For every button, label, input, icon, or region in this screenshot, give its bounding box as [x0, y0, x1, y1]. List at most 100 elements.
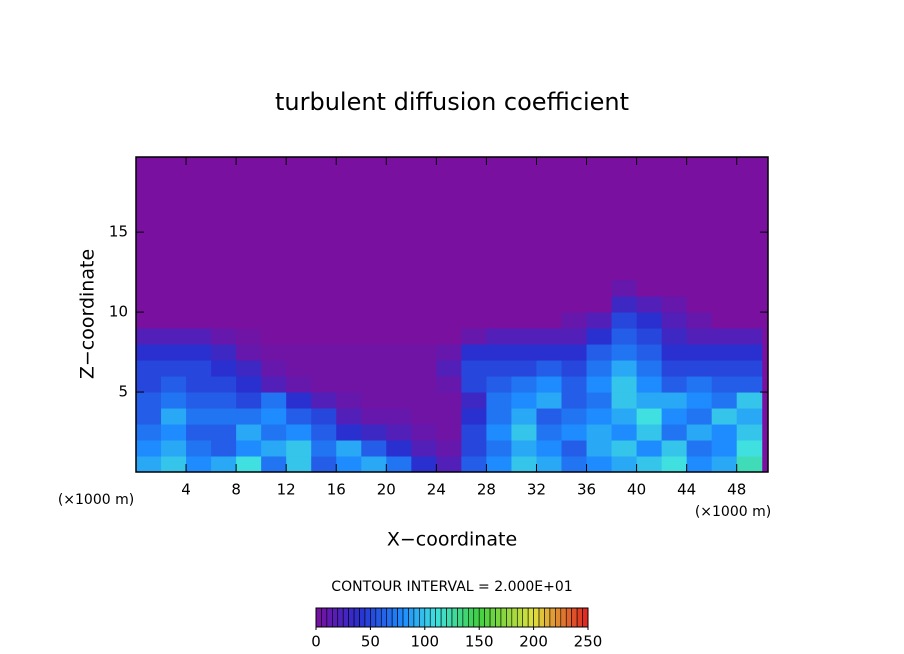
heat-cell: [686, 424, 713, 441]
heat-cell: [236, 424, 262, 441]
heat-cell: [461, 392, 487, 409]
heat-cell: [586, 344, 613, 361]
heat-cell: [161, 360, 187, 377]
colorbar-swatch: [440, 607, 447, 628]
heat-cell: [361, 440, 387, 457]
heat-cell: [636, 440, 663, 457]
heat-cell: [136, 328, 162, 345]
colorbar-tick-label: 200: [519, 633, 548, 651]
heat-cell: [311, 328, 337, 345]
heat-cell: [661, 280, 688, 297]
heat-cell: [286, 424, 312, 441]
heat-cell: [711, 296, 738, 313]
heat-cell: [686, 280, 713, 297]
heat-cell: [161, 456, 187, 473]
colorbar-swatch: [500, 607, 507, 628]
heat-cell: [236, 408, 262, 425]
heat-cell: [611, 360, 638, 377]
heat-cell: [711, 408, 738, 425]
x-unit-label: (×1000 m): [695, 504, 771, 520]
colorbar-swatch: [533, 607, 540, 628]
colorbar-swatch: [337, 607, 344, 628]
heat-cell: [536, 440, 563, 457]
colorbar-swatch: [332, 607, 339, 628]
heat-cell: [336, 440, 362, 457]
heat-cell: [261, 392, 287, 409]
heat-cell: [711, 360, 738, 377]
heat-cell: [136, 408, 162, 425]
colorbar-swatch: [576, 607, 583, 628]
colorbar-swatch: [549, 607, 556, 628]
heat-cell: [336, 280, 362, 297]
heat-cell: [411, 376, 437, 393]
heat-cell: [261, 280, 287, 297]
heat-cell: [336, 296, 362, 313]
heat-cell: [611, 296, 638, 313]
heat-cell: [586, 440, 613, 457]
heat-cell: [186, 344, 212, 361]
heat-cell: [586, 296, 613, 313]
heat-cell: [736, 296, 763, 313]
heat-cell: [536, 360, 563, 377]
heat-cell: [711, 392, 738, 409]
heat-cell: [361, 392, 387, 409]
heat-cell: [536, 376, 563, 393]
heat-cell: [311, 392, 337, 409]
heat-cell: [286, 360, 312, 377]
heat-cell: [386, 408, 412, 425]
heat-cell: [136, 456, 162, 473]
colorbar-swatch: [544, 607, 551, 628]
heat-cell: [336, 328, 362, 345]
heat-cell: [661, 408, 688, 425]
heat-cell: [336, 456, 362, 473]
heat-cell: [136, 440, 162, 457]
heat-cell: [161, 376, 187, 393]
heat-cell: [736, 360, 763, 377]
heat-cell: [561, 312, 588, 329]
heat-cell: [511, 408, 537, 425]
heat-cell: [511, 328, 537, 345]
heat-cell: [486, 408, 512, 425]
heat-cell: [661, 424, 688, 441]
heat-cell: [236, 296, 262, 313]
y-tick-label: 10: [109, 303, 128, 321]
heat-cell: [436, 392, 462, 409]
heat-cell: [536, 392, 563, 409]
heat-cell: [236, 360, 262, 377]
colorbar-tick-label: 150: [465, 633, 494, 651]
heat-cell: [311, 344, 337, 361]
x-tick-label: 16: [327, 481, 346, 499]
heat-cell: [361, 312, 387, 329]
heat-cell: [611, 376, 638, 393]
heat-cell: [411, 456, 437, 473]
heat-cell: [336, 376, 362, 393]
heat-cell: [261, 424, 287, 441]
heat-cell: [511, 392, 537, 409]
heat-cell: [136, 296, 162, 313]
heat-cell: [286, 408, 312, 425]
heat-cell: [736, 424, 763, 441]
heat-cell: [711, 328, 738, 345]
heat-cell: [436, 344, 462, 361]
heat-cell: [636, 280, 663, 297]
heat-cell: [236, 440, 262, 457]
heat-cell: [386, 440, 412, 457]
heat-cell: [686, 440, 713, 457]
heat-cell: [486, 280, 512, 297]
heat-cell: [311, 408, 337, 425]
heat-cell: [236, 280, 262, 297]
heat-cell: [136, 392, 162, 409]
heat-cell: [186, 408, 212, 425]
heat-cell: [611, 344, 638, 361]
heat-cell: [311, 360, 337, 377]
heat-cell: [486, 344, 512, 361]
heat-cell: [186, 360, 212, 377]
heat-cell: [611, 312, 638, 329]
heat-cell: [661, 360, 688, 377]
heat-cell: [186, 312, 212, 329]
heat-cell: [361, 280, 387, 297]
heat-cell: [661, 376, 688, 393]
colorbar-swatch: [429, 607, 436, 628]
heat-cell: [736, 344, 763, 361]
